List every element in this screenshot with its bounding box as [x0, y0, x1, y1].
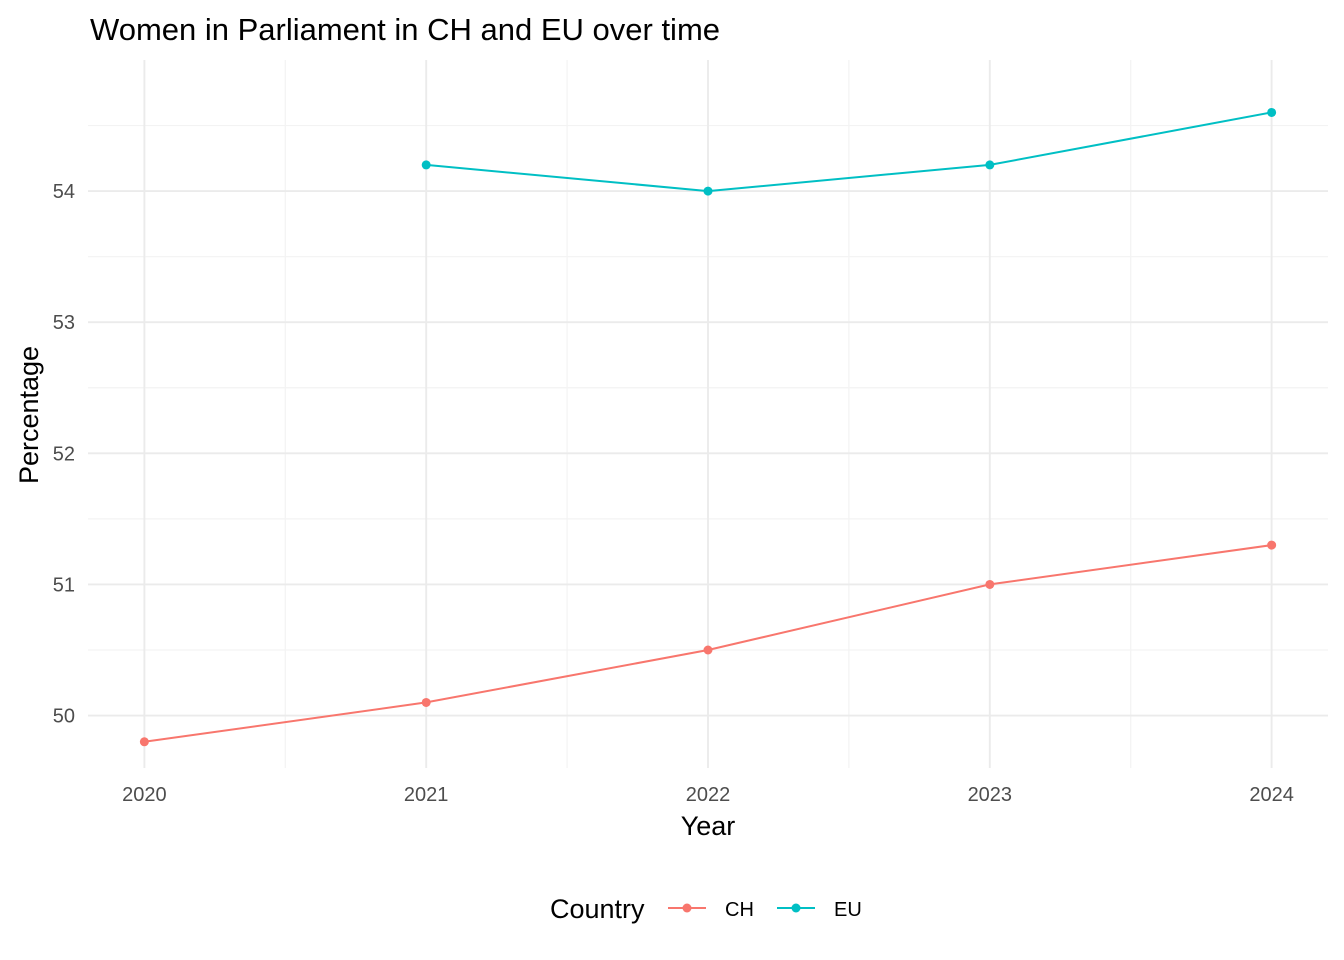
y-axis-ticks: 50 51 52 53 54: [53, 181, 75, 727]
legend-key-point-eu: [791, 903, 801, 913]
x-axis-ticks: 2020 2021 2022 2023 2024: [122, 784, 1294, 806]
data-point-ch: [139, 737, 149, 747]
y-axis-title: Percentage: [14, 346, 44, 484]
x-tick-label: 2020: [122, 784, 167, 806]
data-point-ch: [1267, 540, 1277, 550]
series-layer: [139, 107, 1277, 747]
series-ch: [139, 540, 1277, 747]
legend-label-eu: EU: [834, 899, 862, 921]
data-point-ch: [703, 645, 713, 655]
x-tick-label: 2021: [404, 784, 449, 806]
y-tick-label: 52: [53, 443, 75, 465]
x-axis-title: Year: [681, 811, 736, 841]
data-point-ch: [421, 697, 431, 707]
series-eu: [421, 107, 1277, 196]
legend-title: Country: [550, 894, 645, 924]
y-tick-label: 54: [53, 181, 75, 203]
series-line-eu: [426, 111, 1272, 193]
data-point-eu: [1267, 107, 1277, 117]
chart-title: Women in Parliament in CH and EU over ti…: [90, 12, 720, 47]
data-point-eu: [985, 160, 995, 170]
legend-label-ch: CH: [725, 899, 754, 921]
y-tick-label: 50: [53, 706, 75, 728]
data-point-eu: [703, 186, 713, 196]
y-tick-label: 51: [53, 574, 75, 596]
grid: [88, 60, 1328, 768]
data-point-eu: [421, 160, 431, 170]
data-point-ch: [985, 579, 995, 589]
y-tick-label: 53: [53, 312, 75, 334]
x-tick-label: 2023: [968, 784, 1013, 806]
x-tick-label: 2024: [1249, 784, 1294, 806]
x-tick-label: 2022: [686, 784, 731, 806]
legend-key-point-ch: [682, 903, 692, 913]
legend: Country CH EU: [550, 894, 862, 924]
